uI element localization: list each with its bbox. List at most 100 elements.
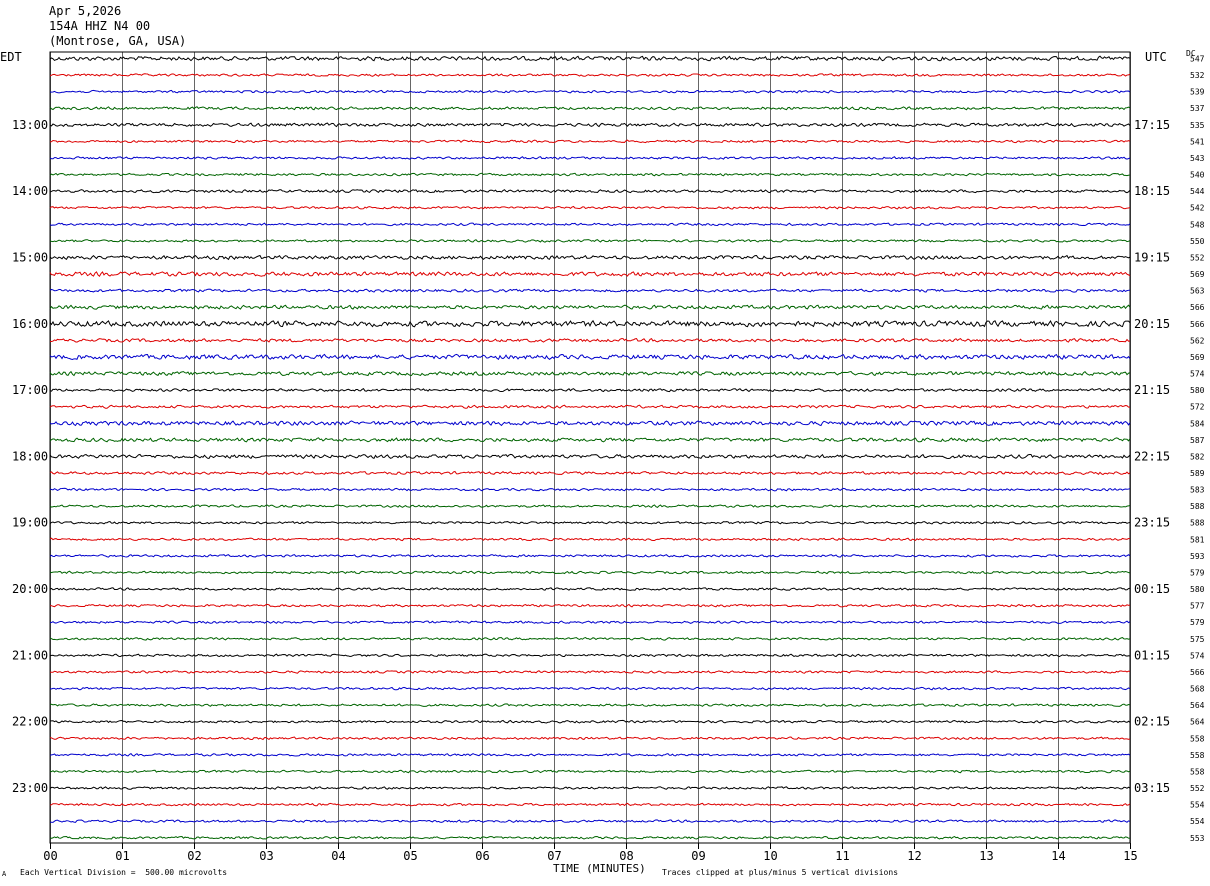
location-label: (Montrose, GA, USA) (49, 34, 187, 48)
seismic-trace (49, 670, 1131, 674)
right-hour-label: 22:15 (1134, 449, 1170, 463)
dc-offset-label: 572 (1190, 403, 1205, 412)
dc-offset-label: 566 (1190, 320, 1205, 329)
x-tick-label: 01 (115, 849, 129, 863)
dc-offset-label: 532 (1190, 71, 1205, 80)
x-tick-label: 14 (1051, 849, 1065, 863)
dc-offset-label: 542 (1190, 204, 1205, 213)
dc-offset-label: 574 (1190, 651, 1205, 660)
seismic-trace (49, 603, 1131, 608)
seismic-trace (49, 388, 1131, 393)
left-hour-label: 21:00 (12, 648, 48, 662)
seismic-trace (49, 719, 1131, 724)
right-hour-label: 17:15 (1134, 118, 1170, 132)
seismic-trace (49, 802, 1131, 807)
seismic-trace (49, 769, 1131, 774)
dc-offset-label: 564 (1190, 718, 1205, 727)
dc-offset-label: 548 (1190, 220, 1205, 229)
left-hour-label: 18:00 (12, 449, 48, 463)
seismic-trace (49, 239, 1131, 243)
left-hour-label: 19:00 (12, 516, 48, 530)
seismic-trace (49, 437, 1131, 443)
dc-offset-label: 554 (1190, 801, 1205, 810)
left-hour-label: 16:00 (12, 317, 48, 331)
seismic-trace (49, 55, 1131, 62)
dc-offset-label: 583 (1190, 486, 1205, 495)
seismic-trace (49, 470, 1131, 476)
dc-offset-label: 558 (1190, 734, 1205, 743)
seismic-trace (49, 319, 1131, 328)
seismic-trace (49, 420, 1131, 427)
seismic-trace (49, 736, 1131, 741)
dc-offset-label: 566 (1190, 303, 1205, 312)
seismic-trace (49, 106, 1131, 111)
clip-note: Traces clipped at plus/minus 5 vertical … (662, 868, 899, 877)
left-hour-label: 20:00 (12, 582, 48, 596)
seismic-trace (49, 156, 1131, 160)
seismic-trace (49, 537, 1131, 542)
right-hour-label: 20:15 (1134, 317, 1170, 331)
x-tick-label: 13 (979, 849, 993, 863)
seismic-trace (49, 122, 1131, 128)
dc-offset-label: 566 (1190, 668, 1205, 677)
right-hour-label: 21:15 (1134, 383, 1170, 397)
seismic-trace (49, 703, 1131, 707)
seismic-trace (49, 753, 1131, 757)
dc-offset-label: 550 (1190, 237, 1205, 246)
dc-offset-label: 589 (1190, 469, 1205, 478)
seismic-trace (49, 620, 1131, 625)
dc-offset-label: 552 (1190, 784, 1205, 793)
left-hour-label: 17:00 (12, 383, 48, 397)
right-hour-label: 03:15 (1134, 781, 1170, 795)
left-hour-label: 15:00 (12, 250, 48, 264)
seismic-trace (49, 73, 1131, 77)
dc-offset-label: 580 (1190, 585, 1205, 594)
seismic-trace (49, 189, 1131, 194)
left-hour-label: 14:00 (12, 184, 48, 198)
dc-offset-label: 575 (1190, 635, 1205, 644)
seismic-trace (49, 337, 1131, 343)
dc-offset-label: 540 (1190, 171, 1205, 180)
seismic-trace (49, 653, 1131, 658)
seismic-trace (49, 819, 1131, 823)
seismic-trace (49, 487, 1131, 492)
seismic-trace (49, 370, 1131, 377)
dc-offset-label: 579 (1190, 618, 1205, 627)
seismic-trace (49, 205, 1131, 210)
dc-offset-label: 535 (1190, 121, 1205, 130)
dc-offset-label: 558 (1190, 751, 1205, 760)
seismic-trace (49, 172, 1131, 177)
x-tick-label: 12 (907, 849, 921, 863)
seismic-trace (49, 288, 1131, 293)
right-hour-label: 00:15 (1134, 582, 1170, 596)
x-tick-label: 08 (619, 849, 633, 863)
seismic-trace (49, 570, 1131, 575)
seismic-trace (49, 353, 1131, 361)
dc-offset-label: 581 (1190, 535, 1205, 544)
dc-offset-label: 574 (1190, 370, 1205, 379)
seismic-trace (49, 587, 1131, 591)
dc-offset-label: 569 (1190, 353, 1205, 362)
x-tick-label: 04 (331, 849, 345, 863)
corner-mark: A (2, 870, 7, 878)
dc-offset-label: 588 (1190, 502, 1205, 511)
x-axis-title: TIME (MINUTES) (553, 862, 646, 875)
seismic-trace (49, 404, 1131, 409)
dc-offset-label: 577 (1190, 602, 1205, 611)
dc-label: DC (1186, 49, 1196, 58)
seismic-trace (49, 636, 1131, 641)
right-timezone-label: UTC (1145, 50, 1167, 64)
x-tick-label: 11 (835, 849, 849, 863)
seismic-trace (49, 835, 1131, 840)
right-hour-label: 19:15 (1134, 250, 1170, 264)
x-tick-label: 00 (43, 849, 57, 863)
seismic-trace (49, 139, 1131, 144)
dc-offset-label: 558 (1190, 767, 1205, 776)
seismic-trace (49, 254, 1131, 261)
dc-offset-label: 554 (1190, 817, 1205, 826)
dc-offset-label: 541 (1190, 137, 1205, 146)
x-tick-label: 03 (259, 849, 273, 863)
x-tick-label: 15 (1123, 849, 1137, 863)
dc-offset-label: 543 (1190, 154, 1205, 163)
